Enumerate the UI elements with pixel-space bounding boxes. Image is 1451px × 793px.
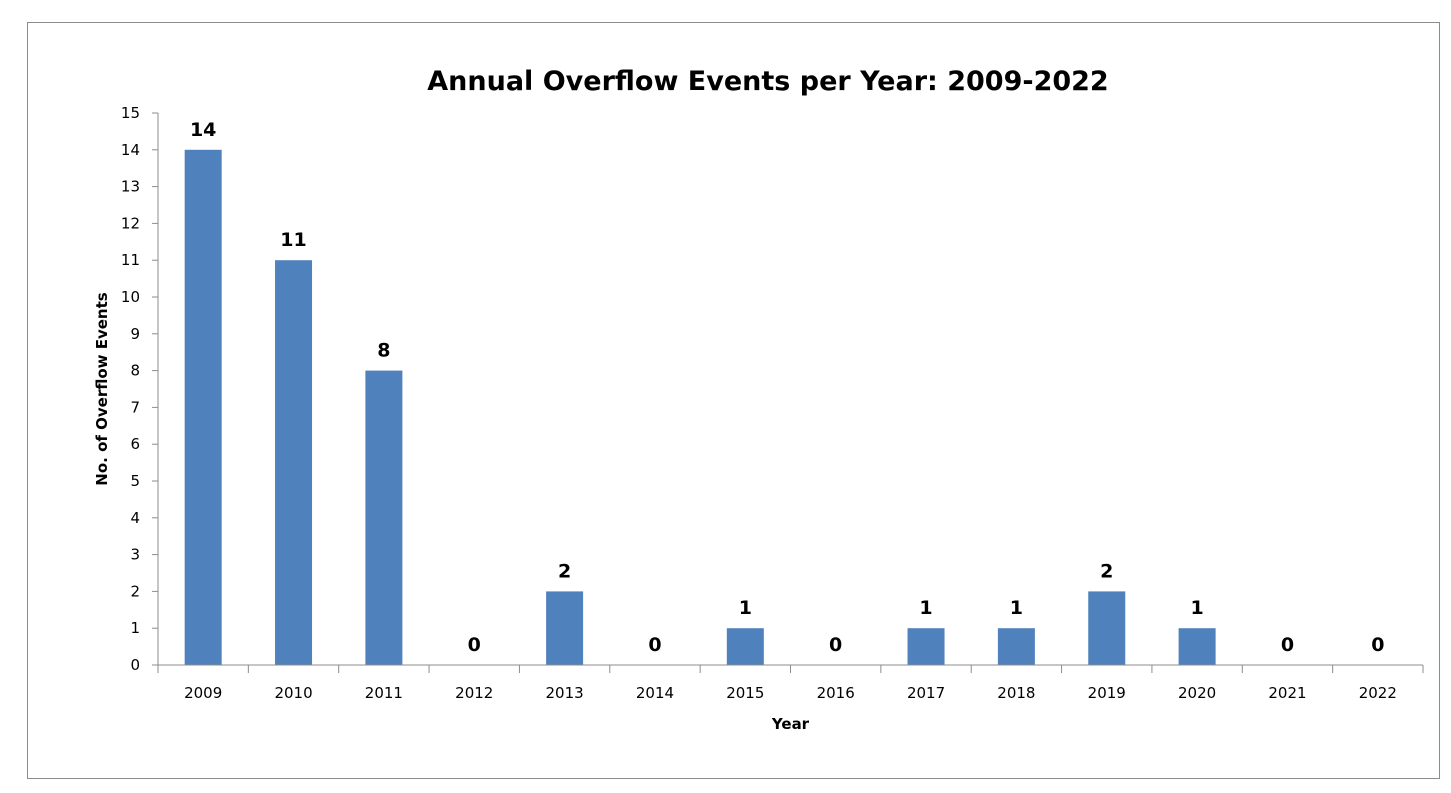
data-label: 8 bbox=[377, 340, 390, 362]
y-tick-label: 7 bbox=[130, 398, 140, 416]
bar bbox=[726, 628, 764, 665]
data-label: 2 bbox=[1100, 560, 1113, 582]
data-label: 14 bbox=[190, 119, 216, 141]
data-label: 0 bbox=[829, 634, 842, 656]
bars bbox=[184, 149, 1216, 666]
x-tick-label: 2016 bbox=[817, 684, 855, 702]
x-tick-label: 2011 bbox=[365, 684, 403, 702]
y-tick-label: 3 bbox=[130, 546, 140, 564]
y-tick-label: 6 bbox=[130, 435, 140, 453]
y-tick-label: 1 bbox=[130, 619, 140, 637]
x-axis-title: Year bbox=[771, 715, 810, 733]
y-tick-label: 12 bbox=[121, 214, 140, 232]
x-tick-label: 2018 bbox=[997, 684, 1035, 702]
y-tick-label: 10 bbox=[121, 288, 140, 306]
bar bbox=[1088, 591, 1126, 665]
x-tick-label: 2019 bbox=[1088, 684, 1126, 702]
y-tick-label: 15 bbox=[121, 104, 140, 122]
x-tick-label: 2017 bbox=[907, 684, 945, 702]
y-tick-label: 13 bbox=[121, 178, 140, 196]
data-label: 0 bbox=[1281, 634, 1294, 656]
x-tick-label: 2013 bbox=[546, 684, 584, 702]
x-tick-label: 2012 bbox=[455, 684, 493, 702]
bar bbox=[907, 628, 945, 665]
y-axis-title: No. of Overflow Events bbox=[93, 292, 111, 485]
x-tick-label: 2021 bbox=[1268, 684, 1306, 702]
x-tick-label: 2010 bbox=[274, 684, 312, 702]
y-tick-label: 4 bbox=[130, 509, 140, 527]
y-tick-label: 5 bbox=[130, 472, 140, 490]
y-tick-label: 14 bbox=[121, 141, 140, 159]
bar bbox=[997, 628, 1035, 665]
data-label: 0 bbox=[468, 634, 481, 656]
x-tick-label: 2014 bbox=[636, 684, 674, 702]
x-tick-label: 2022 bbox=[1359, 684, 1397, 702]
data-label: 1 bbox=[1190, 597, 1203, 619]
y-tick-label: 11 bbox=[121, 251, 140, 269]
x-tick-label: 2009 bbox=[184, 684, 222, 702]
y-tick-label: 9 bbox=[130, 325, 140, 343]
bar bbox=[184, 149, 222, 666]
data-label: 11 bbox=[280, 229, 306, 251]
bar bbox=[1178, 628, 1216, 665]
data-label: 0 bbox=[1371, 634, 1384, 656]
y-tick-label: 0 bbox=[130, 656, 140, 674]
chart-title: Annual Overflow Events per Year: 2009-20… bbox=[427, 66, 1108, 97]
bar bbox=[275, 260, 313, 665]
data-label: 2 bbox=[558, 560, 571, 582]
y-tick-label: 8 bbox=[130, 362, 140, 380]
data-label: 1 bbox=[919, 597, 932, 619]
bar bbox=[365, 370, 403, 665]
x-axis-ticks: 2009 2010 2011 2012 2013 2014 2015 2016 2017 2018… bbox=[157, 665, 1424, 702]
data-label: 0 bbox=[648, 634, 661, 656]
bar bbox=[546, 591, 584, 665]
data-label: 1 bbox=[1010, 597, 1023, 619]
data-label: 1 bbox=[739, 597, 752, 619]
x-tick-label: 2015 bbox=[726, 684, 764, 702]
y-tick-label: 2 bbox=[130, 582, 140, 600]
x-tick-label: 2020 bbox=[1178, 684, 1216, 702]
